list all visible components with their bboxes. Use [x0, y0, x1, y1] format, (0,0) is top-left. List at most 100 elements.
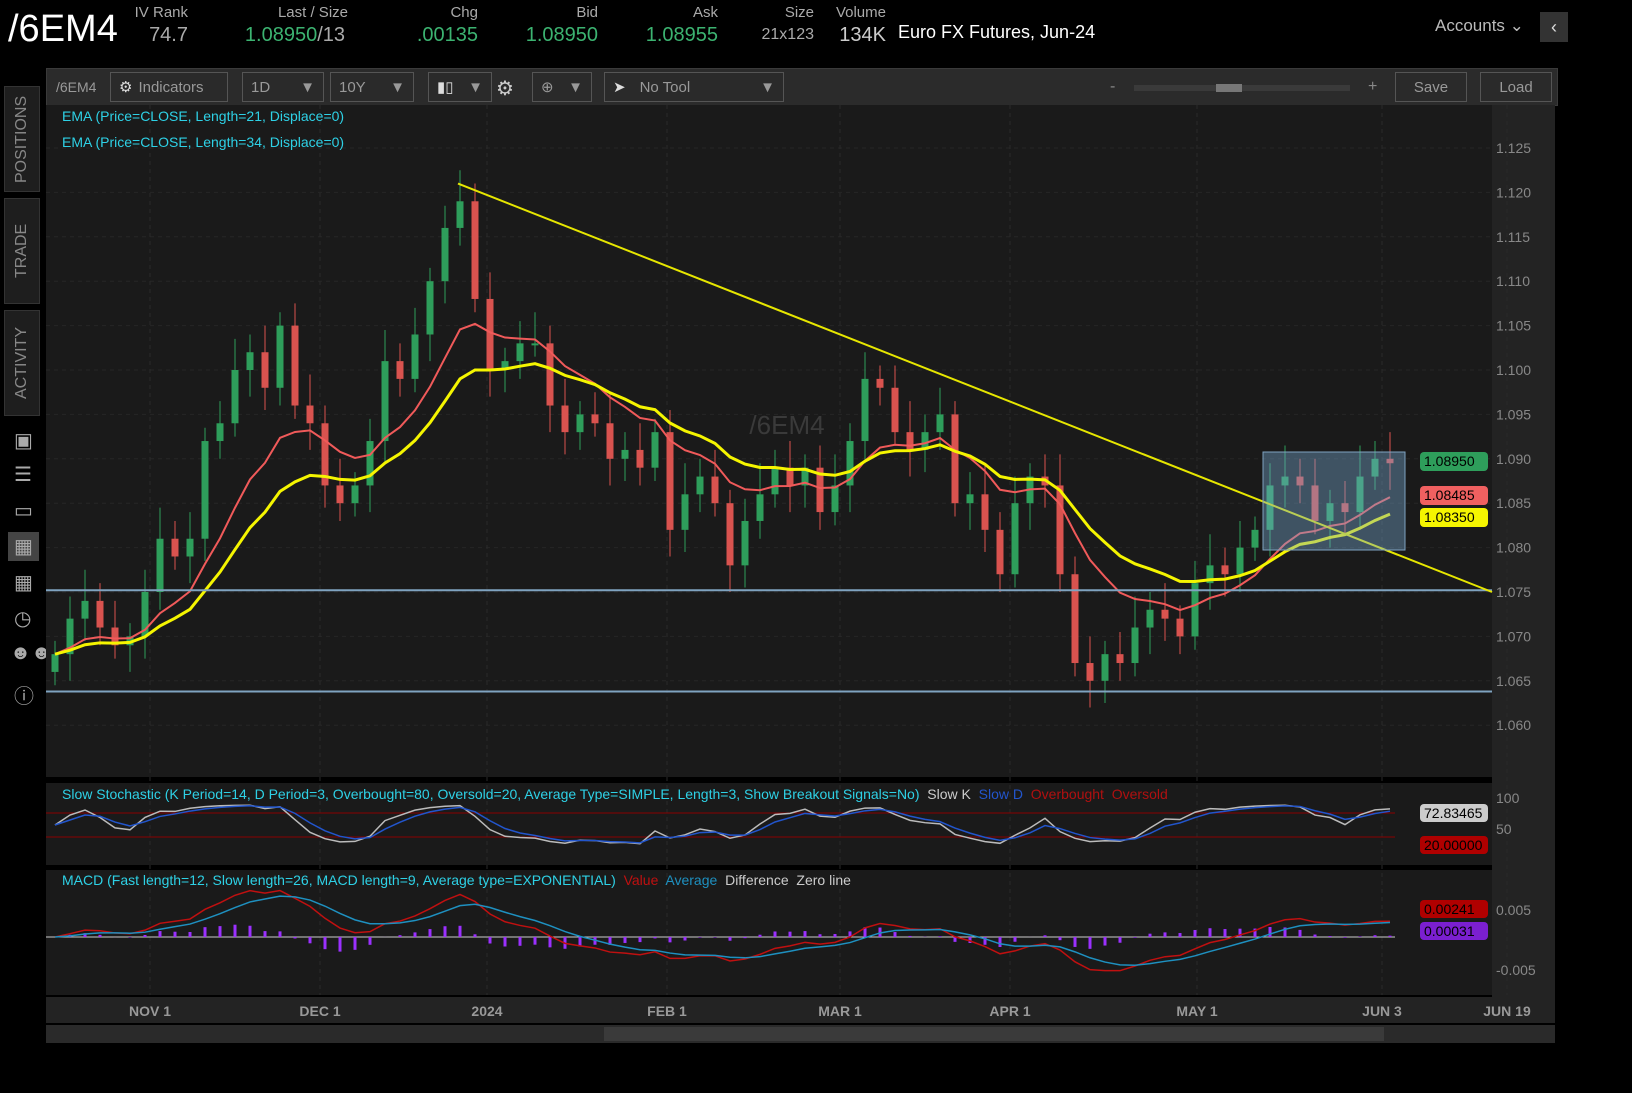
list-icon[interactable]: ☰ [14, 464, 32, 486]
candle-body [201, 441, 209, 539]
macd-diff-label: Difference [725, 872, 789, 888]
x-tick-label: APR 1 [989, 1003, 1030, 1019]
candle-body [66, 618, 74, 655]
candle-body [381, 361, 389, 442]
candle-body [906, 432, 914, 450]
period-select[interactable]: 10Y ▼ [330, 72, 414, 102]
bid-value[interactable]: 1.08950 [525, 24, 598, 46]
candle-body [606, 423, 614, 459]
y-tick-label: 1.060 [1496, 717, 1531, 733]
community-icon[interactable]: ☻☻ [10, 642, 53, 664]
y-tick-label: 1.085 [1496, 495, 1531, 511]
aggregation-value: 1D [251, 78, 271, 96]
symbol-title: /6EM4 [8, 8, 118, 50]
chg-label: Chg [450, 4, 478, 21]
period-value: 10Y [339, 78, 366, 96]
indicator-axis-label: 0.005 [1496, 902, 1531, 918]
candle-body [141, 592, 149, 637]
macd-title: MACD (Fast length=12, Slow length=26, MA… [62, 872, 616, 888]
last-size-label: Last / Size [277, 4, 348, 21]
candle-body [426, 281, 434, 335]
last-price: 1.08950 [244, 24, 318, 46]
collapse-panel-button[interactable]: ‹ [1540, 12, 1568, 42]
candle-body [1116, 654, 1124, 664]
indicators-label: Indicators [138, 78, 204, 96]
candle-body [171, 538, 179, 557]
candle-body [261, 352, 269, 388]
y-tick-label: 1.080 [1496, 540, 1531, 556]
candle-body [996, 529, 1004, 575]
zoom-slider-handle[interactable] [1216, 84, 1242, 92]
candle-body [1251, 529, 1259, 548]
candle-body [1341, 503, 1349, 513]
drawing-tool-select[interactable]: ➤ No Tool ▼ [604, 72, 784, 102]
zoom-slider[interactable] [1134, 84, 1350, 92]
macd-value-label: Value [623, 872, 659, 888]
indicator-label-bubble [1420, 836, 1488, 854]
iv-rank-label: IV Rank [134, 4, 188, 21]
scrollbar-thumb[interactable] [604, 1027, 1384, 1041]
macd-average-line [54, 895, 1391, 967]
candle-body [1131, 627, 1139, 664]
save-button[interactable]: Save [1395, 72, 1467, 102]
candle-body [666, 432, 674, 530]
candle-body [1236, 547, 1244, 575]
price-label: 1.08485 [1424, 487, 1475, 503]
zoom-out-button[interactable]: - [1110, 78, 1116, 95]
candle-body [1371, 458, 1379, 477]
price-label: 1.08350 [1424, 509, 1475, 525]
ask-value[interactable]: 1.08955 [645, 24, 718, 46]
slow-k-label: Slow K [927, 786, 971, 802]
candle-body [681, 494, 689, 530]
candle-body [96, 600, 104, 628]
candle-body [621, 449, 629, 459]
candle-body [1356, 476, 1364, 513]
charts-icon[interactable]: ▦ [8, 532, 39, 561]
zero-line-label: Zero line [796, 872, 851, 888]
grid-icon[interactable]: ▦ [14, 572, 33, 594]
candle-body [1146, 609, 1154, 628]
y-tick-label: 1.070 [1496, 628, 1531, 644]
candle-body [861, 378, 869, 442]
candle-body [1386, 458, 1394, 464]
candle-body [1266, 485, 1274, 530]
indicator-value-label: 20.00000 [1424, 837, 1483, 853]
monitor-icon[interactable]: ▣ [14, 430, 33, 452]
last-size: /13 [317, 24, 345, 46]
cursor-icon: ➤ [613, 79, 626, 96]
candle-body [636, 449, 644, 468]
candle-body [486, 298, 494, 370]
candle-body [651, 432, 659, 468]
tv-icon[interactable]: ▭ [14, 500, 33, 522]
settings-gear-icon[interactable]: ⚙ [496, 78, 514, 100]
candle-body [306, 405, 314, 424]
x-tick-label: MAR 1 [818, 1003, 862, 1019]
chart-type-select[interactable]: ▮▯ ▼ [428, 72, 492, 102]
help-icon[interactable]: ⓘ [14, 686, 34, 708]
x-tick-label: JUN 19 [1483, 1003, 1531, 1019]
indicator-label-bubble [1420, 804, 1488, 822]
candle-body [81, 600, 89, 619]
candle-body [366, 441, 374, 486]
load-button[interactable]: Load [1480, 72, 1552, 102]
candle-body [51, 654, 59, 672]
accounts-button[interactable]: Accounts ⌄ [1435, 16, 1524, 36]
ema21-line [54, 322, 1391, 656]
candle-body [441, 227, 449, 282]
candle-body [816, 467, 824, 513]
aggregation-select[interactable]: 1D ▼ [242, 72, 324, 102]
candle-body [456, 201, 464, 228]
x-tick-label: FEB 1 [647, 1003, 687, 1019]
chevron-down-icon: ▼ [568, 78, 583, 96]
y-tick-label: 1.065 [1496, 673, 1531, 689]
candle-body [231, 370, 239, 424]
bid-label: Bid [576, 4, 598, 21]
zoom-in-button[interactable]: + [1368, 78, 1378, 95]
indicators-button[interactable]: ⚙ Indicators [110, 72, 228, 102]
price-label-bubble [1420, 452, 1488, 471]
candle-body [336, 485, 344, 504]
drawing-style-select[interactable]: ⊕ ▼ [532, 72, 592, 102]
overbought-label: Overbought [1030, 786, 1104, 802]
clock-icon[interactable]: ◷ [14, 608, 32, 630]
